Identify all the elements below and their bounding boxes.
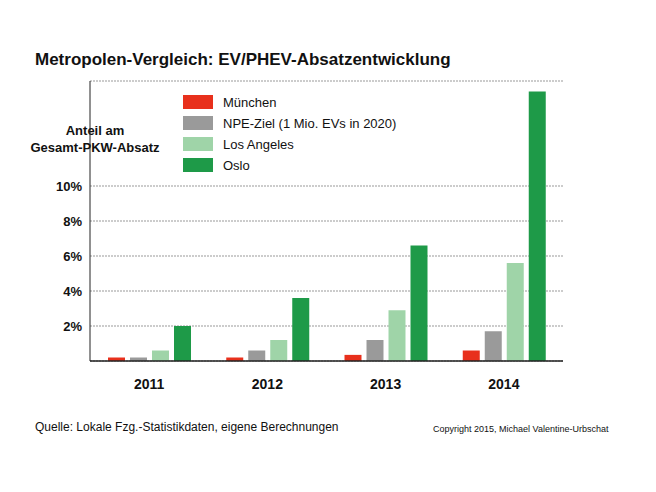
html-text:Los Angeles: Los Angeles: [223, 136, 294, 152]
svg-text:10%: 10%: [56, 179, 82, 194]
html-text:Gesamt-PKW-Absatz: Gesamt-PKW-Absatz: [30, 140, 160, 155]
html-text:München: München: [223, 94, 277, 110]
svg-text:2014: 2014: [488, 376, 519, 392]
html-text:Anteil am: Anteil am: [65, 123, 125, 138]
html-text:Oslo: Oslo: [223, 157, 250, 173]
svg-text:6%: 6%: [63, 249, 82, 264]
svg-text:8%: 8%: [63, 214, 82, 229]
html-text:Metropolen-Vergleich: EV/PHEV-: Metropolen-Vergleich: EV/PHEV-Absatzentw…: [35, 50, 451, 69]
svg-text:2013: 2013: [370, 376, 401, 392]
svg-text:2012: 2012: [252, 376, 283, 392]
svg-text:2%: 2%: [63, 319, 82, 334]
html-text:NPE-Ziel (1 Mio. EVs in 2020): NPE-Ziel (1 Mio. EVs in 2020): [223, 115, 397, 131]
svg-text:2011: 2011: [134, 376, 165, 392]
html-text:Copyright 2015, Michael Valent: Copyright 2015, Michael Valentine-Urbsch…: [433, 424, 609, 434]
svg-text:4%: 4%: [63, 284, 82, 299]
html-text:Quelle: Lokale Fzg.-Statistikd: Quelle: Lokale Fzg.-Statistikdaten, eige…: [35, 420, 339, 434]
